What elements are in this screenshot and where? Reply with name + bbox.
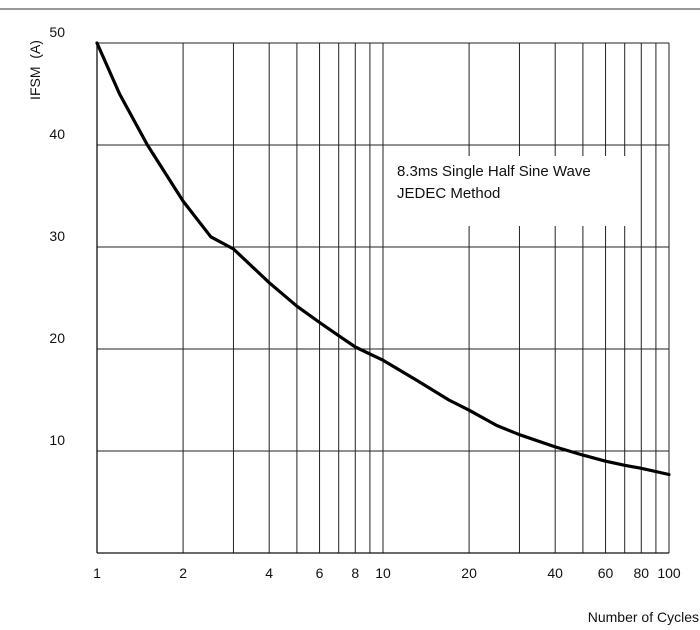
- y-tick-label: 10: [49, 432, 65, 448]
- x-tick-label: 60: [598, 565, 614, 581]
- annotation-line-1: 8.3ms Single Half Sine Wave: [397, 163, 591, 180]
- chart-axes: [96, 43, 669, 554]
- x-axis-label: Number of Cycles: [588, 609, 699, 625]
- y-tick-label: 20: [49, 330, 65, 346]
- tick-labels: 1 2 4 6 8 10 20 40 60 80 100 10 20 30 40 50: [49, 24, 680, 581]
- x-tick-label: 80: [633, 565, 649, 581]
- x-tick-label: 8: [351, 565, 359, 581]
- x-tick-label: 6: [316, 565, 324, 581]
- chart-series: [95, 41, 671, 477]
- y-axis-label: IFSM (A): [27, 40, 43, 100]
- annotation-box: [390, 156, 638, 226]
- x-tick-label: 1: [93, 565, 101, 581]
- x-tick-label: 40: [547, 565, 563, 581]
- chart-grid: [96, 42, 670, 553]
- x-tick-label: 2: [179, 565, 187, 581]
- x-tick-label: 10: [375, 565, 391, 581]
- series-line: [95, 41, 671, 477]
- annotation-line-2: JEDEC Method: [397, 185, 500, 202]
- annotation-background: [390, 156, 638, 226]
- x-tick-label: 20: [461, 565, 477, 581]
- x-tick-label: 100: [657, 565, 681, 581]
- y-tick-label: 50: [49, 24, 65, 40]
- y-tick-label: 40: [49, 126, 65, 142]
- y-tick-label: 30: [49, 228, 65, 244]
- x-tick-label: 4: [265, 565, 273, 581]
